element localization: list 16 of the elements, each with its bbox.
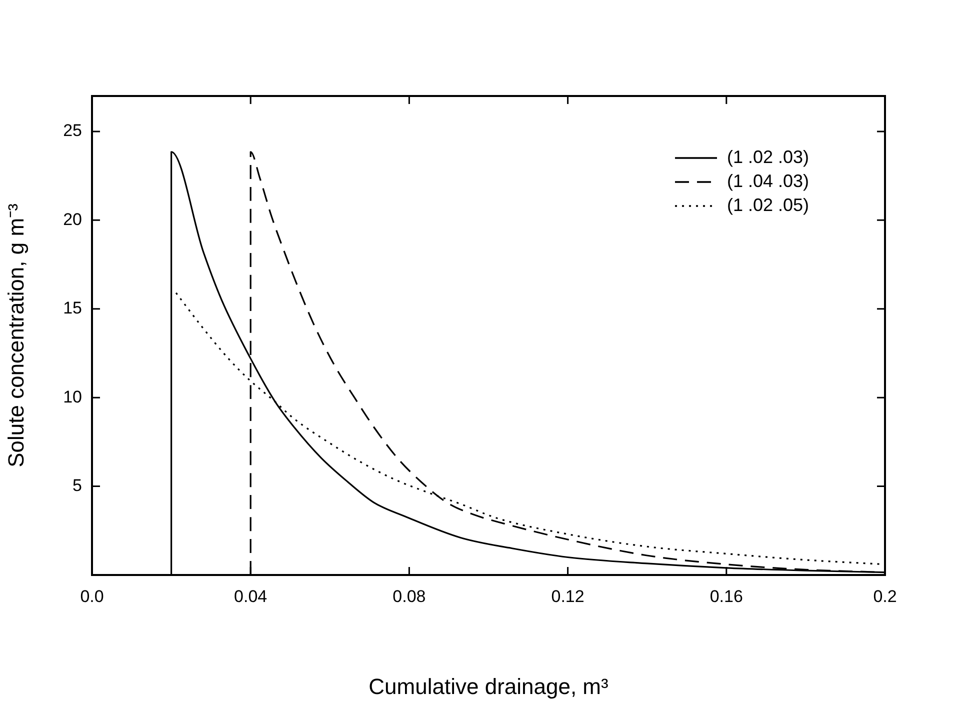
x-axis-title: Cumulative drainage, m³ xyxy=(368,674,608,699)
y-tick-label: 25 xyxy=(63,121,82,140)
legend-label: (1 .04 .03) xyxy=(727,170,810,191)
y-tick-label: 15 xyxy=(63,298,82,318)
y-axis-title: Solute concentration, g m⁻³ xyxy=(3,204,28,468)
legend-label: (1 .02 .03) xyxy=(727,146,810,167)
x-tick-label: 0.04 xyxy=(234,586,268,606)
x-tick-label: 0.0 xyxy=(80,586,104,606)
x-tick-label: 0.12 xyxy=(551,586,584,606)
y-tick-label: 10 xyxy=(63,387,82,406)
legend-label: (1 .02 .05) xyxy=(727,194,810,215)
x-tick-label: 0.2 xyxy=(873,586,897,606)
y-tick-label: 20 xyxy=(63,210,82,229)
x-tick-label: 0.08 xyxy=(392,586,426,606)
x-tick-label: 0.16 xyxy=(710,586,743,606)
y-tick-label: 5 xyxy=(72,476,82,495)
